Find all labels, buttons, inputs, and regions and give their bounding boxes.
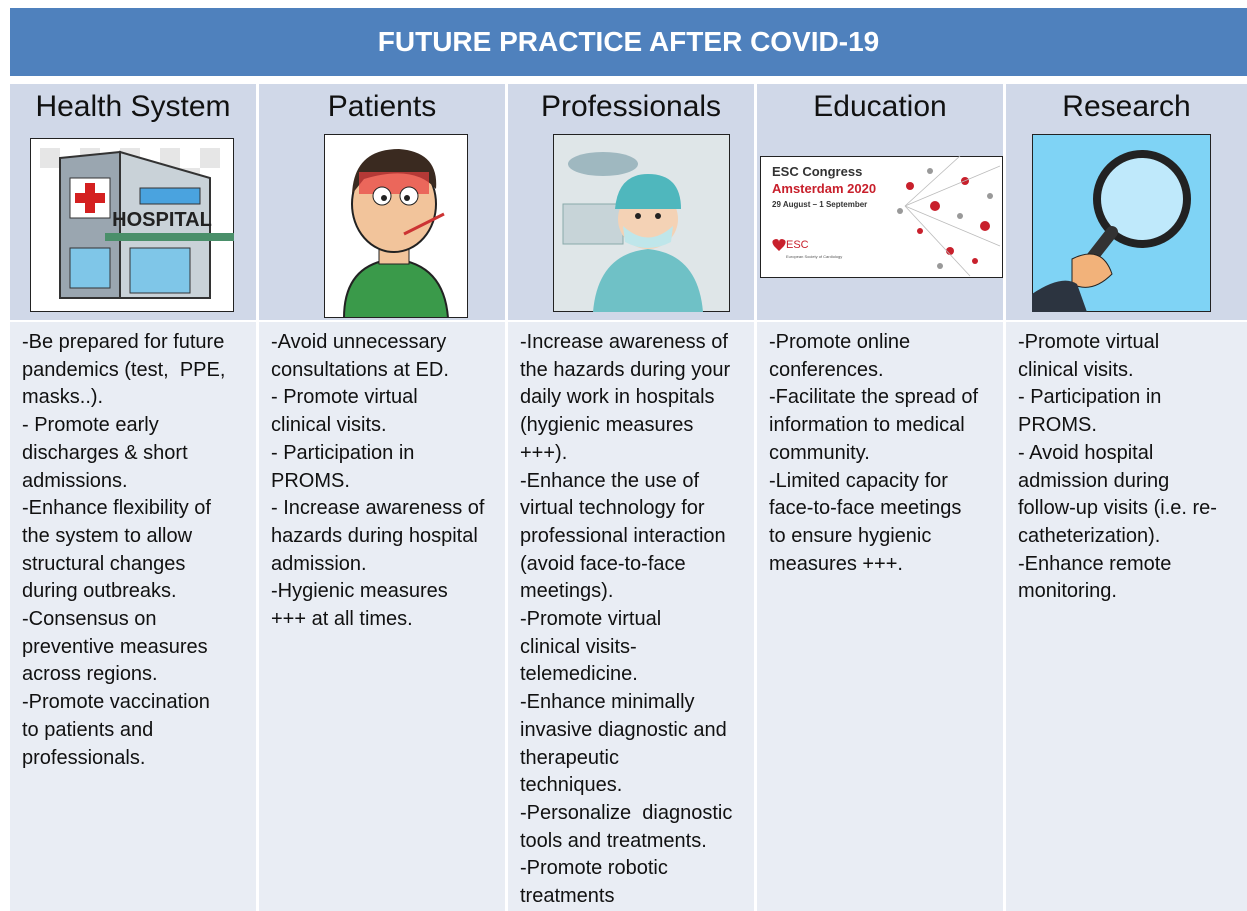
column-heading: Research: [1062, 90, 1191, 123]
bullet-text: +++).: [520, 441, 568, 464]
esc-logo-caption: European Society of Cardiology: [786, 254, 842, 259]
bullet-text: clinical visits.: [271, 414, 387, 437]
bullet-text: - Promote virtual: [271, 386, 418, 409]
bullet-text: daily work in hospitals: [520, 386, 715, 409]
bullet-text: -Be prepared for future: [22, 331, 225, 353]
bullet-text: preventive measures: [22, 635, 208, 658]
esc-logo: ESC: [786, 239, 809, 251]
bullet-text: across regions.: [22, 663, 158, 686]
bullet-text: (hygienic measures: [520, 414, 694, 437]
bullet-text: to patients and: [22, 718, 154, 741]
bullet-text: - Participation in: [271, 441, 415, 464]
bullet-text: -Avoid unnecessary: [271, 331, 447, 353]
column-heading: Health System: [35, 90, 231, 123]
bullet-text: discharges & short: [22, 441, 188, 464]
bullet-text: -Enhance remote: [1018, 552, 1172, 575]
bullet-text: professional interaction: [520, 524, 726, 547]
bullet-text: - Increase awareness of: [271, 497, 485, 520]
bullet-text: virtual technology for: [520, 497, 705, 520]
bullet-text: -Promote vaccination: [22, 691, 210, 714]
bullet-text: -Promote robotic: [520, 857, 668, 880]
bullet-text: -Increase awareness of: [520, 331, 728, 353]
column-body-cell: [508, 322, 754, 911]
bullet-text: -Promote virtual: [520, 608, 662, 630]
bullet-text: -Facilitate the spread of: [769, 386, 978, 409]
column-heading: Patients: [327, 90, 437, 123]
header-title: FUTURE PRACTICE AFTER COVID-19: [10, 8, 1247, 76]
bullet-text: PROMS.: [271, 469, 350, 492]
esc-dates: 29 August – 1 September: [772, 200, 867, 209]
bullet-text: measures +++.: [769, 552, 903, 575]
bullet-text: monitoring.: [1018, 580, 1117, 603]
column-heading: Professionals: [540, 90, 722, 123]
bullet-text: the system to allow: [22, 524, 193, 547]
bullet-text: -Promote online: [769, 331, 911, 353]
bullet-text: tools and treatments.: [520, 829, 707, 852]
bullet-text: consultations at ED.: [271, 358, 449, 381]
bullet-text: treatments: [520, 885, 615, 907]
bullet-text: PROMS.: [1018, 414, 1097, 437]
bullet-text: admissions.: [22, 469, 128, 492]
bullet-text: -Enhance minimally: [520, 691, 695, 714]
bullet-text: telemedicine.: [520, 663, 638, 686]
bullet-text: techniques.: [520, 774, 623, 797]
column-body-cell: [1006, 322, 1247, 911]
bullet-text: -Promote virtual: [1018, 331, 1160, 353]
bullet-text: +++ at all times.: [271, 608, 413, 630]
bullet-text: masks..).: [22, 386, 104, 409]
research-image: [1032, 134, 1211, 312]
professional-image: [553, 134, 730, 312]
bullet-text: -Personalize diagnostic: [520, 801, 733, 824]
bullet-text: - Avoid hospital: [1018, 441, 1154, 464]
bullet-text: admission during: [1018, 469, 1170, 492]
bullet-text: to ensure hygienic: [769, 524, 932, 547]
bullet-text: follow-up visits (i.e. re-: [1018, 497, 1217, 520]
bullet-text: admission.: [271, 552, 367, 575]
hospital-image: HOSPITAL: [30, 138, 234, 312]
bullet-text: -Enhance flexibility of: [22, 497, 211, 520]
bullet-text: the hazards during your: [520, 358, 731, 381]
bullet-text: -Consensus on: [22, 608, 157, 630]
patient-image: [324, 134, 468, 318]
bullet-text: during outbreaks.: [22, 580, 177, 603]
hospital-sign: HOSPITAL: [112, 209, 212, 231]
bullet-text: -Limited capacity for: [769, 469, 948, 492]
bullet-text: hazards during hospital: [271, 524, 478, 547]
bullet-text: -Enhance the use of: [520, 469, 700, 492]
column-body-cell: [10, 322, 256, 911]
bullet-text: (avoid face-to-face: [520, 552, 686, 575]
bullet-text: invasive diagnostic and: [520, 718, 727, 741]
bullet-text: -Hygienic measures: [271, 580, 448, 603]
esc-title: ESC Congress: [772, 164, 862, 179]
esc-subtitle: Amsterdam 2020: [772, 181, 876, 196]
column-body-cell: [757, 322, 1003, 911]
bullet-text: clinical visits.: [1018, 358, 1134, 381]
bullet-text: therapeutic: [520, 746, 619, 769]
bullet-text: meetings).: [520, 580, 614, 603]
bullet-text: professionals.: [22, 746, 146, 769]
column-body-cell: [259, 322, 505, 911]
bullet-text: clinical visits-: [520, 635, 637, 658]
bullet-text: - Promote early: [22, 414, 159, 437]
bullet-text: catheterization).: [1018, 524, 1161, 547]
bullet-text: face-to-face meetings: [769, 497, 962, 520]
bullet-text: conferences.: [769, 358, 884, 381]
bullet-text: community.: [769, 441, 870, 464]
bullet-text: structural changes: [22, 552, 186, 575]
bullet-text: - Participation in: [1018, 386, 1162, 409]
bullet-text: information to medical: [769, 414, 965, 437]
esc-congress-image: ESC Congress Amsterdam 2020 29 August – …: [760, 156, 1003, 278]
bullet-text: pandemics (test, PPE,: [22, 358, 226, 381]
column-heading: Education: [813, 90, 947, 123]
